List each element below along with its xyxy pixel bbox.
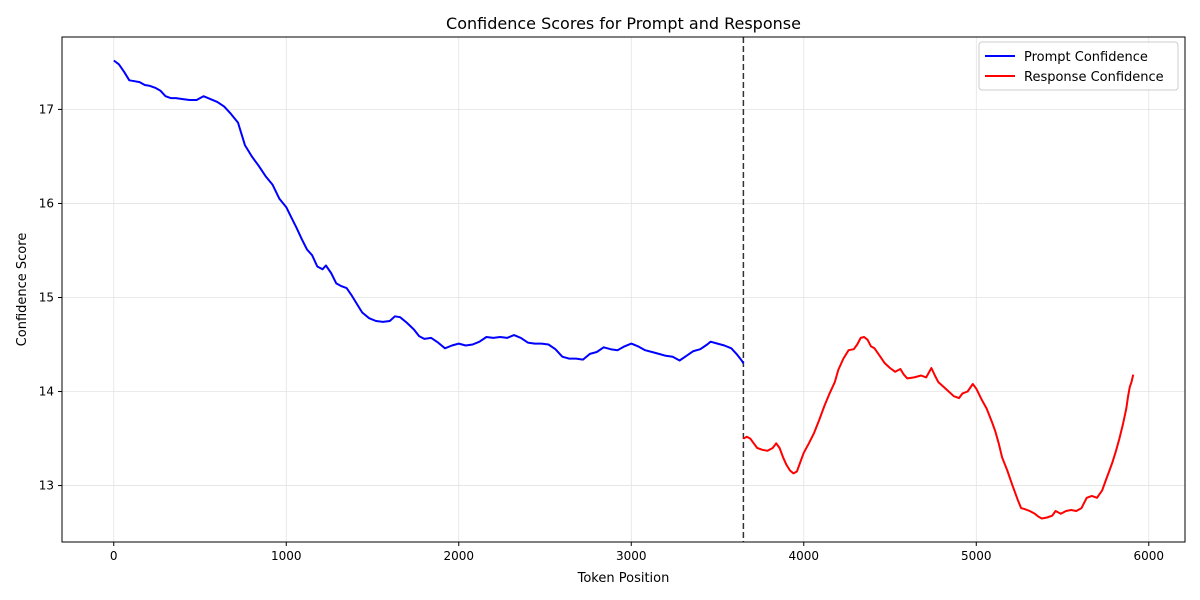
plot-frame <box>61 36 1186 543</box>
x-tick-label: 1000 <box>271 549 302 563</box>
y-axis-label: Confidence Score <box>15 233 30 347</box>
y-axis-ticks: 13 14 15 16 17 <box>39 102 62 493</box>
y-tick-label: 13 <box>39 479 54 493</box>
prompt-confidence-line <box>113 59 745 364</box>
y-tick-label: 17 <box>39 102 54 116</box>
response-confidence-line <box>742 336 1135 520</box>
y-tick-label: 14 <box>39 385 54 399</box>
legend-label-response: Response Confidence <box>1024 70 1164 85</box>
x-tick-label: 6000 <box>1134 549 1165 563</box>
legend: Prompt Confidence Response Confidence <box>978 41 1179 91</box>
y-tick-label: 15 <box>39 290 54 304</box>
x-tick-label: 5000 <box>961 549 992 563</box>
x-axis-ticks: 0 1000 2000 3000 4000 5000 6000 <box>110 542 1164 563</box>
legend-label-prompt: Prompt Confidence <box>1024 50 1148 65</box>
y-tick-label: 16 <box>39 196 54 210</box>
x-tick-label: 4000 <box>788 549 819 563</box>
x-tick-label: 3000 <box>616 549 647 563</box>
chart-title: Confidence Scores for Prompt and Respons… <box>446 14 801 33</box>
x-tick-label: 2000 <box>443 549 474 563</box>
series-lines <box>113 59 1135 520</box>
legend-box <box>978 41 1179 91</box>
grid-lines <box>62 37 1185 542</box>
x-tick-label: 0 <box>110 549 118 563</box>
x-axis-label: Token Position <box>577 571 670 586</box>
